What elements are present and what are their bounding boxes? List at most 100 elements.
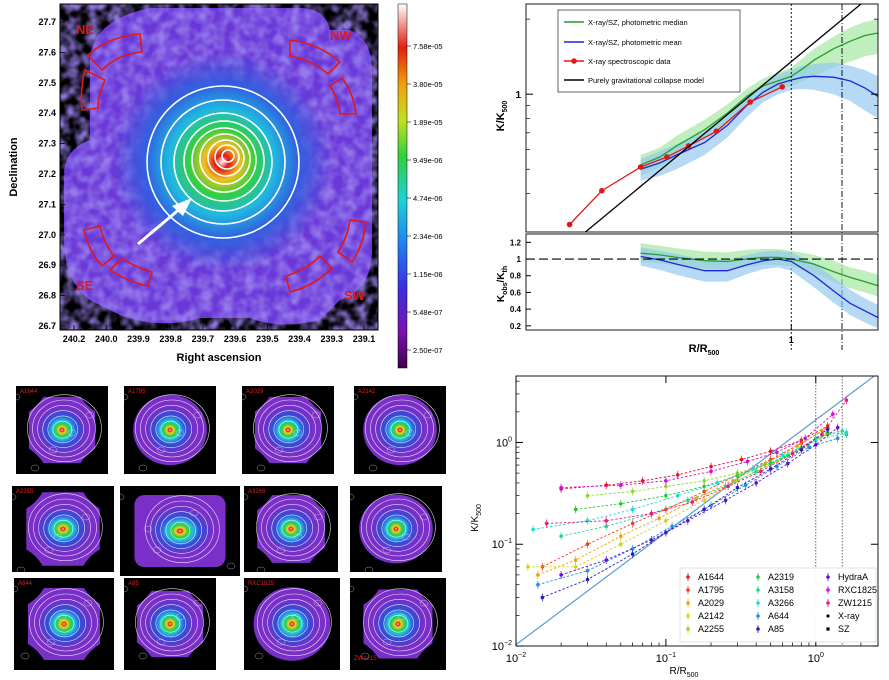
cluster-point [618, 501, 623, 506]
cluster-point [803, 436, 808, 441]
ratio-line-1 [640, 255, 878, 319]
thumbnail-contour [150, 500, 214, 559]
cluster-point [664, 518, 668, 523]
map-x-tick-label: 239.8 [159, 334, 182, 344]
cluster-point [702, 479, 706, 483]
cluster-core-emission [112, 52, 332, 272]
map-y-tick-label: 27.1 [38, 199, 56, 209]
thumbnail-contour [20, 652, 30, 660]
thumbnail-contour [38, 503, 91, 552]
thumbnail-core [146, 407, 194, 453]
thumbnail-contour [140, 399, 204, 458]
thumbnail-contour [14, 585, 19, 593]
colorbar-tick-label: 1.15e-06 [413, 270, 443, 279]
thumbnail-contour [271, 509, 314, 547]
thumbnail-contour [34, 593, 98, 652]
cluster-y-axis-label: K/K500 [470, 504, 483, 532]
cluster-point [604, 524, 609, 529]
colorbar [397, 3, 408, 369]
cluster-series-line [587, 432, 828, 497]
map-x-tick-label: 239.5 [256, 334, 279, 344]
ratio-y-tick-label: 1 [517, 255, 522, 264]
sector-nw-region [289, 39, 357, 115]
thumbnail-contour [256, 464, 266, 472]
cluster-point [835, 425, 840, 430]
thumbnail-contour [28, 493, 103, 562]
ratio-y-tick-label: 0.2 [510, 322, 522, 331]
cluster-point [743, 483, 748, 488]
cluster-point [573, 558, 578, 562]
cluster-point [664, 479, 668, 483]
cluster-legend-label: A2029 [698, 598, 724, 608]
cluster-point [559, 534, 563, 538]
cluster-point [709, 464, 713, 469]
cluster-point [573, 507, 578, 512]
thumbnail-contour [160, 420, 181, 439]
thumbnail-contour [256, 566, 266, 572]
cluster-thumbnail: A1795 [124, 386, 216, 474]
cluster-plot-frame [515, 375, 879, 647]
profile-x-axis-label: R/R500 [689, 343, 720, 357]
thumbnail-core [376, 407, 424, 453]
profile-top-y-tick-label: 1 [515, 90, 521, 101]
cluster-point [759, 469, 763, 474]
cluster-point [768, 449, 773, 454]
thumbnail-label: A2029 [246, 389, 264, 395]
thumbnail-contour [419, 599, 429, 607]
thumbnail-contour [419, 513, 429, 521]
colorbar-tick-label: 1.89e-05 [413, 118, 443, 127]
thumbnail-contour [272, 604, 315, 642]
map-x-tick-label: 240.2 [63, 334, 86, 344]
thumbnail-contour [150, 410, 193, 448]
cluster-tick-label: 10−2 [506, 652, 526, 665]
thumbnail-contour [313, 513, 323, 521]
thumbnail-contour [253, 394, 328, 463]
cluster-point [531, 527, 535, 532]
spectro-point [713, 128, 720, 135]
cluster-point [640, 479, 645, 483]
cluster-point [559, 485, 563, 490]
ratio-line-0 [640, 252, 878, 287]
cluster-point [840, 429, 844, 433]
thumbnail-contour [281, 519, 302, 538]
cluster-point [630, 521, 635, 526]
cluster-point [780, 453, 785, 457]
cluster-point [604, 558, 609, 562]
ratio-x-tick-label: 1 [789, 335, 794, 345]
thumbnail-contour [386, 519, 407, 538]
cluster-legend-label: A3158 [768, 585, 794, 595]
arrow-shaft [137, 205, 183, 246]
thumbnail-core [266, 506, 316, 552]
arrow-head-icon [172, 198, 192, 216]
cluster-point [702, 507, 706, 512]
sector-ne-region [80, 33, 143, 111]
cluster-thumbnail: A644 [14, 578, 114, 670]
map-y-tick-label: 27.4 [38, 108, 56, 118]
spectro-point [637, 164, 644, 170]
thumbnail-contour [47, 415, 79, 444]
thumbnail-contour [276, 514, 308, 543]
map-x-tick-label: 239.9 [127, 334, 150, 344]
legend-model-label: Purely gravitational collapse model [588, 76, 704, 85]
thumbnail-label: A644 [18, 581, 33, 587]
ratio-band-0 [640, 243, 878, 297]
cluster-point [630, 552, 635, 556]
thumbnail-contour [244, 493, 249, 501]
map-x-ticks: 240.2 240.0 239.9 239.8 239.7 239.6 239.5 239.4… [63, 325, 375, 344]
map-y-tick-label: 27.3 [38, 139, 56, 149]
thumbnail-contour [263, 404, 316, 453]
colorbar-tick-label: 5.48e-07 [413, 308, 443, 317]
profile-line-1 [640, 75, 878, 170]
thumbnail-contour [385, 415, 417, 444]
thumbnail-contour [242, 393, 247, 401]
map-y-tick-label: 26.7 [38, 321, 56, 331]
thumbnail-contour [397, 613, 407, 621]
thumbnail-contour [365, 394, 440, 463]
ratio-y-tick-label: 1.2 [510, 238, 522, 247]
cluster-point [585, 542, 590, 547]
cluster-point [709, 469, 713, 474]
cluster-point [604, 483, 609, 488]
cluster-point [702, 489, 706, 494]
cluster-legend-label: A2255 [698, 624, 724, 634]
colorbar-tick-label: 3.80e-05 [413, 80, 443, 89]
